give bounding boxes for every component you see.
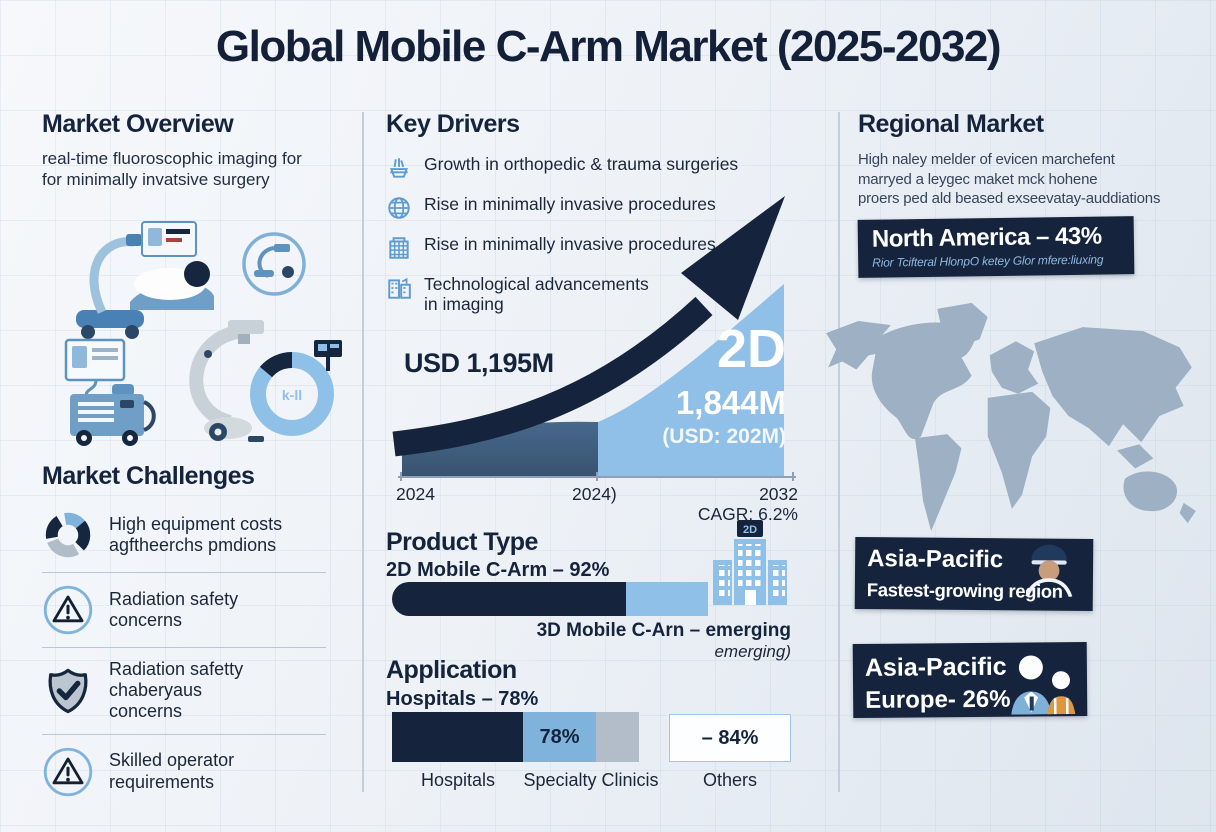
chart-segment-label: 2D [716,319,786,379]
arrow-head-icon [681,196,785,320]
warning-triangle-icon [43,747,93,796]
shield-check-icon [48,668,88,714]
x-tick-label: 2024 [396,484,435,504]
surgical-tray-icon [390,158,408,178]
driver-item: Rise in minimally invasive procedures [386,234,746,261]
category-label: Hospitals [420,770,496,790]
category-label: Others [702,770,758,790]
world-map [826,302,1196,532]
hospital-sign-label: 2D [743,524,757,536]
growth-curve [392,296,713,457]
category-label: Specialty Clinicis [523,770,659,790]
axis-tick [400,472,402,481]
imaging-buildings-icon [388,277,411,299]
north-america-subtitle: Rior Tcifteral HlonpO ketey Glor mfere:l… [872,252,1104,270]
asia-pacific-europe-banner: Asia-Pacific Europe- 26% [852,641,1088,719]
others-value-box: – 84% [669,714,791,762]
person-icon [1025,544,1073,597]
market-challenges-heading: Market Challenges [42,462,255,490]
growth-chart [392,196,785,476]
hospital-building-icon [389,237,409,259]
application-hospitals-label: Hospitals – 78% [386,688,539,710]
challenge-item: Radiation safety concerns [42,573,326,648]
cagr-label: CAGR: 6.2% [697,504,798,524]
driver-item: Technological advancements in imaging [386,274,746,314]
product-type-3d-sublabel: emerging) [714,642,791,661]
column-divider [362,112,364,792]
bar-segment-specialty: 78% [523,712,596,762]
x-tick-label: 2032 [759,484,798,504]
c-arm-badge-icon [242,232,306,296]
key-drivers-section: Key Drivers Growth in orthopedic & traum… [386,110,806,810]
chart-end-subvalue: (USD: 202M) [662,425,786,448]
driver-text: Growth in orthopedic & trauma surgeries [424,154,739,174]
regional-market-description: High naley melder of evicen marchefent m… [858,151,1161,207]
chart-area-right [598,284,784,476]
asia-pacific-banner: Asia-Pacific Fastest-growing region [854,536,1094,612]
monitor-cart-icon [64,338,156,446]
north-america-title: North America – 43% [871,222,1102,253]
regional-market-heading: Regional Market [858,110,1044,138]
key-drivers-heading: Key Drivers [386,110,520,138]
bar-segment-3d [625,582,708,616]
x-tick-label: 2024) [572,484,617,504]
axis-tick [792,472,794,481]
key-drivers-list: Growth in orthopedic & trauma surgeries … [386,154,746,327]
column-divider [838,112,840,792]
north-america-banner: North America – 43% Rior Tcifteral Hlonp… [857,216,1135,278]
market-overview-illustration: k-ll [64,221,342,446]
c-arm-patient-icon [76,221,214,339]
product-type-3d-label: 3D Mobile C-Arn – emerging [536,620,791,641]
challenge-item: High equipment costs agftheerchs pmdions [42,498,326,573]
regional-market-section: Regional Market High naley melder of evi… [826,110,1196,810]
driver-text: Rise in minimally invasive procedures [424,194,716,214]
bar-segment-2d [392,582,626,616]
driver-item: Growth in orthopedic & trauma surgeries [386,154,746,181]
globe-icon [388,197,410,219]
people-icon [1011,655,1076,715]
challenge-text: Skilled operator requirements [109,750,235,792]
hospital-icon: 2D [713,520,787,605]
driver-text: Rise in minimally invasive procedures [424,234,716,254]
donut-center-label: k-ll [282,387,302,403]
axis-tick [596,472,598,481]
product-type-heading: Product Type [386,528,538,556]
chart-start-value: USD 1,195M [404,348,554,378]
warning-triangle-icon [43,585,93,635]
page-title: Global Mobile C-Arm Market (2025-2032) [215,22,1002,71]
challenge-text: High equipment costs agftheerchs pmdions [109,513,283,555]
bar-segment-hospitals [392,712,523,762]
product-type-bar [392,582,708,616]
challenge-text: Radiation safety concerns [109,588,239,630]
product-type-2d-label: 2D Mobile C-Arm – 92% [386,559,610,581]
challenge-item: Skilled operator requirements [42,735,326,809]
application-heading: Application [386,656,517,684]
bar-segment-others [596,712,639,762]
donut-chart-icon [45,512,91,558]
chart-end-value: 1,844M [675,384,786,421]
c-arm-donut-icon: k-ll [189,320,342,442]
driver-item: Rise in minimally invasive procedures [386,194,746,221]
application-bar: 78% [392,712,639,762]
market-overview-description: real-time fluoroscophic imaging for for … [42,149,302,190]
driver-text: Technological advancements in imaging [424,274,649,315]
challenge-text: Radiation safetty chaberyaus concerns [109,659,244,722]
challenge-item: Radiation safetty chaberyaus concerns [42,648,326,735]
market-challenges-list: High equipment costs agftheerchs pmdions… [42,498,326,809]
market-overview-heading: Market Overview [42,110,234,138]
